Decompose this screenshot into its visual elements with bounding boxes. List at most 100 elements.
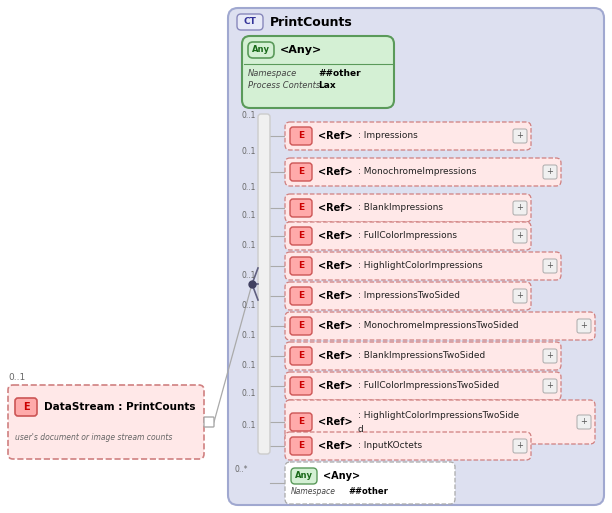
Text: E: E <box>23 402 29 412</box>
Text: <Ref>: <Ref> <box>318 417 353 427</box>
Text: : FullColorImpressions: : FullColorImpressions <box>358 231 457 241</box>
Text: 0..1: 0..1 <box>242 331 256 340</box>
Text: : BlankImpressionsTwoSided: : BlankImpressionsTwoSided <box>358 351 485 361</box>
Text: +: + <box>517 442 523 450</box>
Text: Lax: Lax <box>318 82 335 90</box>
Text: +: + <box>517 231 523 241</box>
Text: Any: Any <box>295 471 313 481</box>
FancyBboxPatch shape <box>513 129 527 143</box>
FancyBboxPatch shape <box>290 287 312 305</box>
Text: PrintCounts: PrintCounts <box>270 15 353 29</box>
Text: <Ref>: <Ref> <box>318 203 353 213</box>
FancyBboxPatch shape <box>228 8 604 505</box>
FancyBboxPatch shape <box>290 163 312 181</box>
Text: Namespace: Namespace <box>248 69 297 78</box>
Text: +: + <box>517 131 523 141</box>
Text: E: E <box>298 168 304 176</box>
Text: : ImpressionsTwoSided: : ImpressionsTwoSided <box>358 291 460 301</box>
Text: : HighlightColorImpressionsTwoSide: : HighlightColorImpressionsTwoSide <box>358 411 519 421</box>
Text: E: E <box>298 382 304 390</box>
FancyBboxPatch shape <box>285 222 531 250</box>
FancyBboxPatch shape <box>543 349 557 363</box>
FancyBboxPatch shape <box>285 194 531 222</box>
FancyBboxPatch shape <box>290 227 312 245</box>
FancyBboxPatch shape <box>577 415 591 429</box>
FancyBboxPatch shape <box>290 257 312 275</box>
Text: <Ref>: <Ref> <box>318 351 353 361</box>
Text: : HighlightColorImpressions: : HighlightColorImpressions <box>358 262 483 270</box>
Text: E: E <box>298 231 304 241</box>
FancyBboxPatch shape <box>285 122 531 150</box>
FancyBboxPatch shape <box>290 413 312 431</box>
Text: +: + <box>547 351 553 361</box>
Text: +: + <box>517 204 523 212</box>
Text: ##other: ##other <box>318 69 360 78</box>
Text: 0..1: 0..1 <box>242 211 256 220</box>
FancyBboxPatch shape <box>285 400 595 444</box>
Text: : FullColorImpressionsTwoSided: : FullColorImpressionsTwoSided <box>358 382 499 390</box>
Text: <Any>: <Any> <box>323 471 360 481</box>
Text: 0..1: 0..1 <box>242 389 256 398</box>
Text: +: + <box>517 291 523 301</box>
FancyBboxPatch shape <box>15 398 37 416</box>
Text: +: + <box>547 382 553 390</box>
FancyBboxPatch shape <box>577 319 591 333</box>
Text: E: E <box>298 131 304 141</box>
FancyBboxPatch shape <box>258 114 270 454</box>
Text: <Ref>: <Ref> <box>318 167 353 177</box>
FancyBboxPatch shape <box>285 158 561 186</box>
Text: Any: Any <box>252 46 270 54</box>
Text: user's document or image stream counts: user's document or image stream counts <box>15 433 173 443</box>
Text: <Ref>: <Ref> <box>318 441 353 451</box>
Text: E: E <box>298 322 304 330</box>
Text: CT: CT <box>244 17 256 27</box>
Text: 0..1: 0..1 <box>242 361 256 370</box>
Text: 0..1: 0..1 <box>242 421 256 430</box>
Text: <Ref>: <Ref> <box>318 381 353 391</box>
FancyBboxPatch shape <box>290 199 312 217</box>
Text: 0..1: 0..1 <box>242 183 256 192</box>
FancyBboxPatch shape <box>285 342 561 370</box>
Text: : Impressions: : Impressions <box>358 131 418 141</box>
Text: : BlankImpressions: : BlankImpressions <box>358 204 443 212</box>
Text: +: + <box>581 418 588 426</box>
Text: E: E <box>298 262 304 270</box>
Text: Namespace: Namespace <box>291 487 336 497</box>
FancyBboxPatch shape <box>543 259 557 273</box>
Text: 0..1: 0..1 <box>8 373 25 383</box>
FancyBboxPatch shape <box>285 282 531 310</box>
FancyBboxPatch shape <box>513 289 527 303</box>
Text: <Ref>: <Ref> <box>318 321 353 331</box>
Text: : MonochromeImpressions: : MonochromeImpressions <box>358 168 476 176</box>
FancyBboxPatch shape <box>248 42 274 58</box>
FancyBboxPatch shape <box>543 379 557 393</box>
Text: <Ref>: <Ref> <box>318 131 353 141</box>
Text: E: E <box>298 291 304 301</box>
Text: 0..1: 0..1 <box>242 147 256 156</box>
Text: E: E <box>298 418 304 426</box>
FancyBboxPatch shape <box>513 439 527 453</box>
Text: 0..*: 0..* <box>234 465 248 475</box>
FancyBboxPatch shape <box>513 229 527 243</box>
Text: ##other: ##other <box>348 487 388 497</box>
FancyBboxPatch shape <box>285 252 561 280</box>
Text: : MonochromeImpressionsTwoSided: : MonochromeImpressionsTwoSided <box>358 322 518 330</box>
FancyBboxPatch shape <box>290 347 312 365</box>
FancyBboxPatch shape <box>8 385 204 459</box>
FancyBboxPatch shape <box>290 377 312 395</box>
Text: d: d <box>358 425 364 435</box>
Text: E: E <box>298 442 304 450</box>
Text: E: E <box>298 351 304 361</box>
Text: +: + <box>547 262 553 270</box>
Text: <Any>: <Any> <box>280 45 323 55</box>
FancyBboxPatch shape <box>285 432 531 460</box>
FancyBboxPatch shape <box>237 14 263 30</box>
FancyBboxPatch shape <box>285 462 455 504</box>
Text: 0..1: 0..1 <box>242 271 256 280</box>
FancyBboxPatch shape <box>290 317 312 335</box>
FancyBboxPatch shape <box>285 312 595 340</box>
FancyBboxPatch shape <box>513 201 527 215</box>
FancyBboxPatch shape <box>285 372 561 400</box>
Text: 0..1: 0..1 <box>242 301 256 310</box>
FancyBboxPatch shape <box>204 417 214 427</box>
